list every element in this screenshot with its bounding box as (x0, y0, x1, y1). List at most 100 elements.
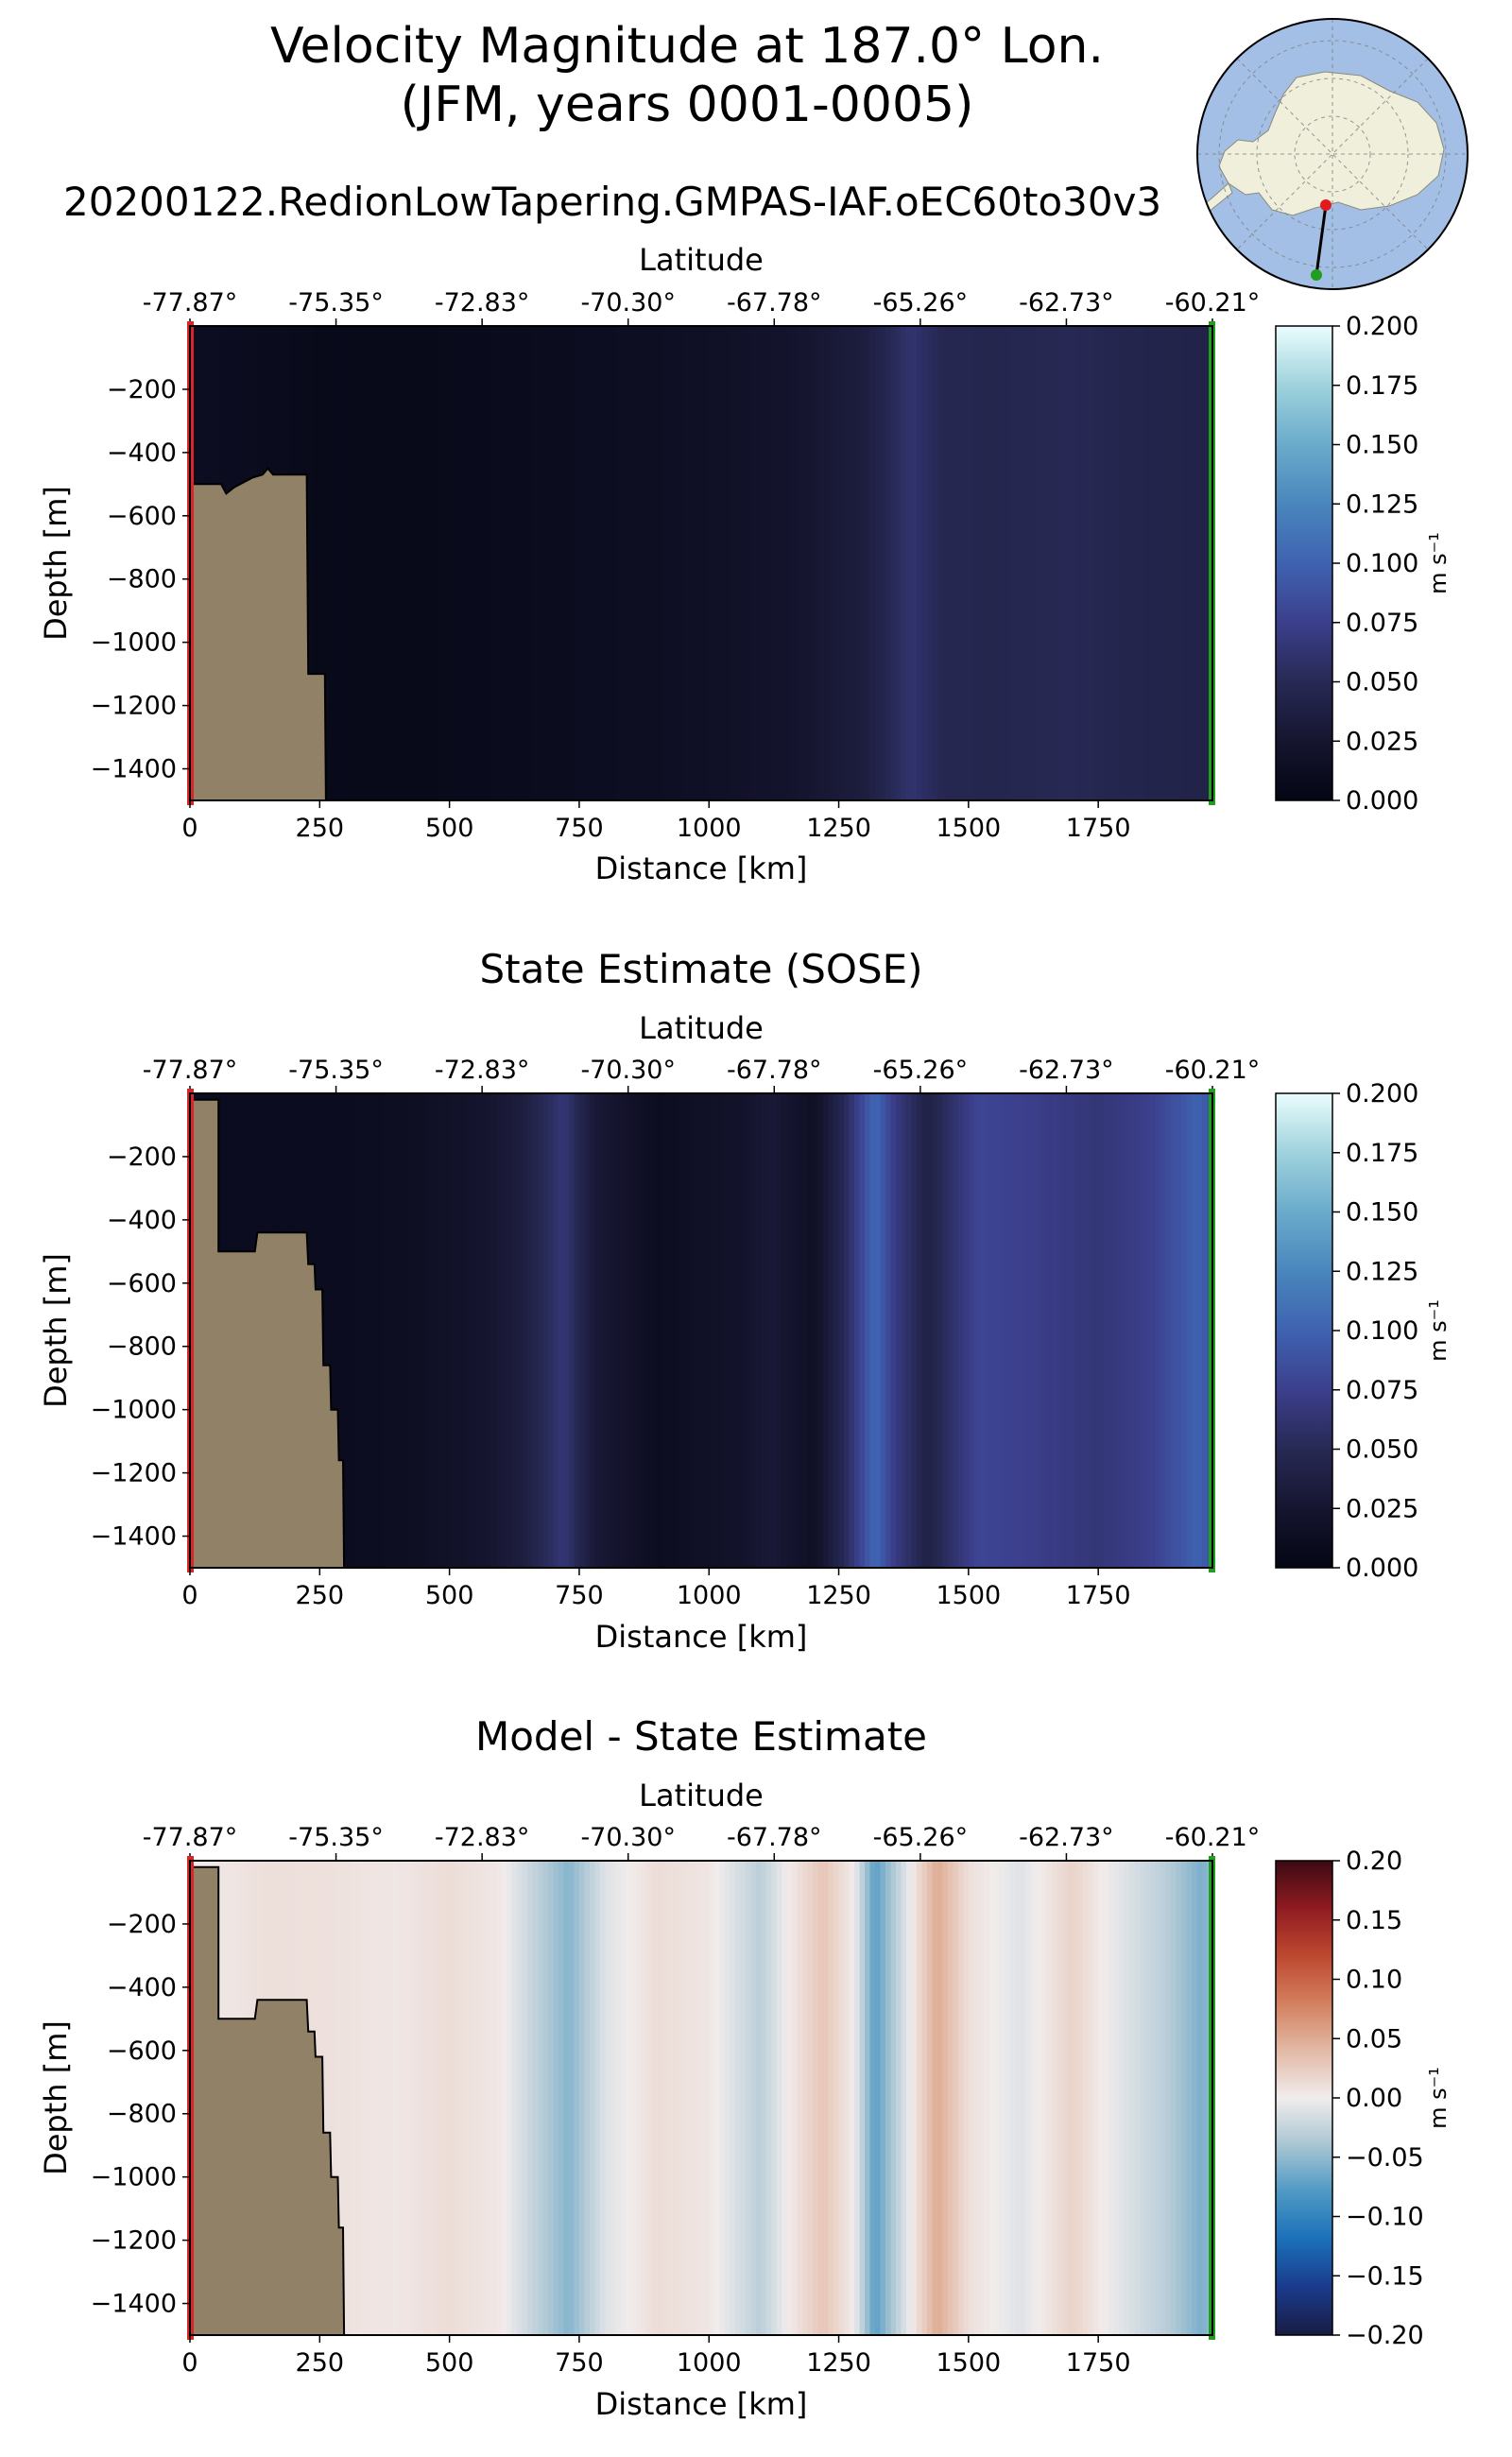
heatmap-column (568, 1861, 576, 2335)
heatmap-column (475, 1093, 482, 1568)
heatmap-column (947, 1861, 954, 2335)
heatmap-column (589, 326, 595, 800)
colorbar-tick-label: −0.20 (1346, 2321, 1424, 2350)
heatmap-column (1040, 326, 1047, 800)
heatmap-column (537, 1861, 544, 2335)
heatmap-column (693, 1093, 699, 1568)
heatmap-column (844, 326, 850, 800)
heatmap-column (1186, 326, 1193, 800)
heatmap-column (1103, 1861, 1109, 2335)
heatmap-column (605, 1093, 611, 1568)
heatmap-column (869, 1093, 876, 1568)
heatmap-column (1196, 1093, 1203, 1568)
heatmap-column (407, 1093, 414, 1568)
panel-difference-colorbar (1275, 1860, 1333, 2336)
heatmap-column (1025, 326, 1032, 800)
heatmap-column (688, 1093, 695, 1568)
heatmap-column (486, 1861, 492, 2335)
heatmap-column (563, 326, 570, 800)
heatmap-column (626, 1093, 632, 1568)
heatmap-column (1061, 326, 1068, 800)
panel-model-colorbar-label: m s⁻¹ (1425, 532, 1452, 594)
heatmap-column (947, 1093, 954, 1568)
heatmap-column (428, 1093, 435, 1568)
heatmap-column (620, 326, 627, 800)
heatmap-column (823, 1861, 830, 2335)
heatmap-column (662, 326, 668, 800)
heatmap-column (657, 326, 663, 800)
heatmap-column (988, 1093, 995, 1568)
heatmap-column (578, 326, 586, 800)
heatmap-column (418, 326, 424, 800)
heatmap-column (1202, 326, 1209, 800)
panel-model-ylabel: Depth [m] (38, 486, 74, 641)
heatmap-column (480, 1093, 487, 1568)
heatmap-column (1124, 1093, 1130, 1568)
latitude-tick-label: -70.30° (580, 1823, 676, 1852)
heatmap-column (335, 1861, 341, 2335)
heatmap-column (994, 1093, 1001, 1568)
heatmap-column (1046, 1861, 1053, 2335)
heatmap-column (630, 1861, 637, 2335)
panel-sose-bathymetry (189, 1098, 346, 1569)
heatmap-column (641, 1093, 647, 1568)
heatmap-column (807, 326, 814, 800)
heatmap-column (838, 1093, 845, 1568)
heatmap-column (527, 326, 534, 800)
heatmap-column (730, 1093, 736, 1568)
heatmap-column (319, 326, 326, 800)
heatmap-column (968, 1861, 974, 2335)
heatmap-column (1067, 326, 1074, 800)
heatmap-column (459, 326, 466, 800)
heatmap-column (921, 1093, 928, 1568)
heatmap-column (916, 326, 923, 800)
heatmap-column (849, 1093, 855, 1568)
heatmap-column (973, 326, 980, 800)
heatmap-column (786, 326, 793, 800)
heatmap-column (584, 1093, 591, 1568)
heatmap-column (507, 326, 513, 800)
heatmap-column (496, 1861, 503, 2335)
heatmap-column (1108, 326, 1115, 800)
heatmap-column (709, 326, 715, 800)
heatmap-column (413, 326, 420, 800)
heatmap-column (599, 1861, 606, 2335)
heatmap-column (1030, 1093, 1037, 1568)
heatmap-column (968, 1093, 974, 1568)
x-tick-label: 1000 (677, 2348, 742, 2378)
y-tick-label: −1000 (91, 628, 177, 658)
heatmap-column (942, 326, 949, 800)
heatmap-column (465, 326, 472, 800)
heatmap-column (953, 326, 959, 800)
heatmap-column (1181, 1093, 1188, 1568)
x-tick-label: 1250 (806, 1581, 871, 1610)
heatmap-column (1134, 1093, 1141, 1568)
heatmap-column (901, 326, 907, 800)
heatmap-column (1025, 1093, 1032, 1568)
heatmap-column (828, 1093, 834, 1568)
heatmap-column (527, 1093, 534, 1568)
heatmap-column (838, 326, 845, 800)
heatmap-column (1103, 1093, 1109, 1568)
panel-difference-title: Model - State Estimate (475, 1713, 927, 1760)
heatmap-column (776, 326, 782, 800)
heatmap-column (547, 1093, 555, 1568)
heatmap-column (978, 326, 985, 800)
heatmap-column (765, 1093, 772, 1568)
heatmap-column (382, 1861, 388, 2335)
heatmap-column (351, 1093, 357, 1568)
y-tick-label: −1200 (91, 2226, 177, 2256)
heatmap-column (865, 1093, 871, 1568)
heatmap-column (942, 1861, 949, 2335)
heatmap-column (568, 326, 576, 800)
panel-model-xlabel: Distance [km] (595, 850, 808, 886)
heatmap-column (1009, 1861, 1016, 2335)
heatmap-column (833, 1861, 840, 2335)
heatmap-column (1098, 1861, 1105, 2335)
heatmap-column (849, 326, 855, 800)
heatmap-column (1192, 1093, 1198, 1568)
colorbar-tick-label: 0.150 (1346, 431, 1418, 460)
heatmap-column (553, 326, 559, 800)
figure-title-line2: (JFM, years 0001-0005) (401, 77, 974, 133)
heatmap-column (547, 326, 555, 800)
